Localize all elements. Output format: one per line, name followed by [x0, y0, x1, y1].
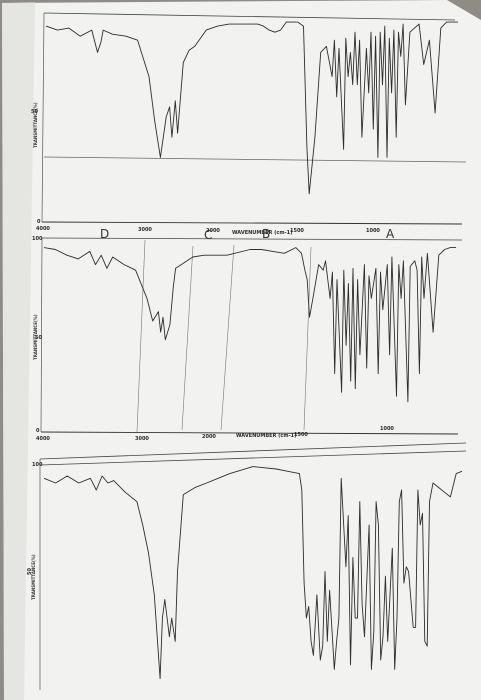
handwritten-letter-b: B [262, 227, 270, 241]
y-axis-label: TRANSMITTANCE(%) [33, 102, 38, 148]
x-tick-1500: 1500 [294, 432, 308, 438]
x-tick-1500: 1500 [290, 228, 304, 234]
x-tick-1000: 1000 [366, 228, 380, 234]
panel-top-border [43, 12, 456, 21]
panel-top-border-1 [39, 442, 467, 460]
x-tick-2000: 2000 [202, 434, 216, 440]
panel-top-border-2 [39, 450, 467, 466]
hand-drawn-line-4 [303, 246, 312, 431]
x-tick-2000: 2000 [206, 228, 220, 234]
x-axis-label: WAVENUMBER (cm-1) [232, 230, 292, 236]
spectrum-panel-a: TRANSMITTANCE(%) 50 0 4000 3000 2000 WAV… [31, 12, 467, 242]
x-tick-3000: 3000 [135, 436, 149, 442]
y-tick-100: 100 [32, 236, 43, 242]
hand-drawn-line-1 [136, 239, 146, 433]
x-axis-line [40, 431, 459, 435]
x-axis-line [41, 221, 463, 225]
handwritten-letter-c: C [204, 228, 212, 242]
spectrum-panel-c: TRANSMITTANCE(%) 100 50 [27, 442, 467, 690]
x-axis-label: WAVENUMBER (cm-1) [236, 433, 296, 439]
spectrum-trace-b [43, 247, 456, 403]
spectrum-panel-b: TRANSMITTANCE(%) 100 50 0 4000 3000 2000… [32, 236, 463, 442]
paper-shadow [2, 2, 35, 700]
y-tick-100: 100 [32, 462, 43, 468]
x-tick-4000: 4000 [36, 436, 50, 442]
y-tick-50: 50 [31, 109, 38, 115]
y-tick-50: 50 [35, 335, 42, 341]
handwritten-letter-a: A [386, 227, 395, 241]
spectrum-trace-a [45, 21, 458, 195]
y-axis-label: TRANSMITTANCE(%) [31, 554, 36, 600]
hand-drawn-reference-line [43, 156, 467, 163]
x-tick-1000: 1000 [380, 426, 394, 432]
y-axis-line [40, 237, 43, 433]
hand-drawn-line-2 [181, 245, 194, 431]
handwritten-letter-d: D [100, 227, 109, 241]
y-axis-label: TRANSMITTANCE(%) [33, 314, 38, 360]
y-tick-0: 0 [37, 219, 41, 225]
y-tick-50: 50 [27, 568, 33, 575]
panel-top-border [41, 237, 463, 241]
x-tick-3000: 3000 [138, 227, 152, 233]
spectrum-trace-c [43, 466, 463, 680]
x-tick-4000: 4000 [36, 226, 50, 232]
hand-drawn-line-3 [220, 244, 235, 431]
y-tick-0: 0 [36, 428, 40, 434]
y-axis-line [41, 12, 45, 223]
